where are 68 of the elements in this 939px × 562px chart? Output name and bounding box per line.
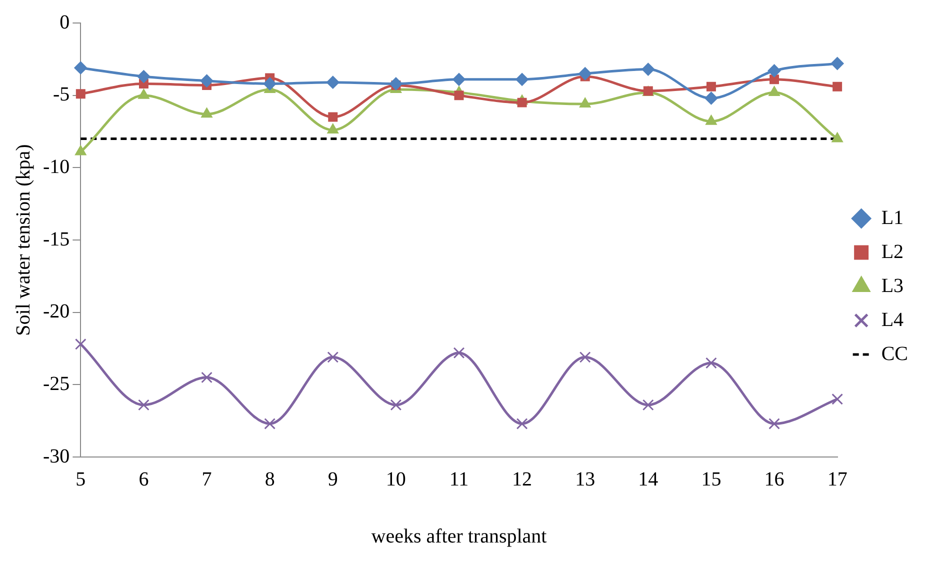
- point: [516, 72, 529, 86]
- x-tick-label: 14: [638, 468, 658, 490]
- point: [706, 114, 717, 125]
- legend-label: L3: [881, 274, 904, 297]
- x-axis-title: weeks after transplant: [371, 525, 548, 548]
- point: [328, 112, 338, 122]
- point: [327, 124, 339, 134]
- point: [264, 418, 276, 430]
- x-tick-label: 13: [575, 468, 596, 490]
- point: [76, 89, 86, 99]
- point: [389, 77, 402, 90]
- x-tick-label: 17: [827, 468, 848, 490]
- legend-label: L1: [881, 206, 904, 229]
- x-tick-label: 7: [202, 468, 212, 490]
- point: [704, 92, 718, 105]
- point: [768, 64, 781, 78]
- legend-label: CC: [881, 342, 908, 365]
- point: [74, 145, 86, 156]
- x-tick-label: 11: [449, 468, 469, 490]
- point: [138, 399, 150, 411]
- y-axis-title: Soil water tension (kpa): [12, 144, 34, 336]
- x-tick-label: 15: [701, 468, 722, 490]
- point: [390, 399, 402, 411]
- point: [832, 393, 844, 405]
- y-tick-label: -10: [42, 156, 70, 178]
- point: [201, 108, 212, 118]
- point: [201, 372, 212, 384]
- point: [263, 77, 276, 90]
- x-tick-label: 10: [386, 468, 406, 490]
- point: [517, 98, 527, 108]
- point: [832, 82, 842, 92]
- y-tick-label: -15: [42, 228, 70, 250]
- point: [327, 351, 339, 363]
- point: [200, 74, 214, 88]
- y-tick-label: -20: [42, 300, 70, 323]
- y-tick-label: 0: [60, 11, 70, 34]
- x-tick-label: 8: [264, 468, 275, 490]
- y-tick-label: -30: [42, 445, 70, 468]
- point: [768, 86, 780, 96]
- point: [770, 74, 780, 84]
- legend-label: L2: [881, 240, 904, 263]
- x-tick-label: 6: [138, 468, 149, 490]
- point: [453, 347, 465, 359]
- point: [768, 418, 780, 430]
- point: [832, 132, 844, 142]
- x-tick-label: 16: [764, 468, 784, 490]
- point: [74, 61, 88, 74]
- y-tick-label: -5: [52, 84, 70, 106]
- point: [74, 338, 86, 350]
- point: [452, 72, 466, 86]
- point: [326, 76, 340, 89]
- y-tick-label: -25: [42, 372, 70, 395]
- point: [642, 62, 655, 76]
- legend-label: L4: [881, 308, 904, 331]
- point: [137, 70, 150, 84]
- x-tick-label: 12: [512, 468, 532, 490]
- x-tick-label: 5: [76, 468, 86, 490]
- point: [642, 399, 654, 411]
- point: [138, 88, 150, 99]
- x-tick-label: 9: [328, 468, 338, 490]
- point: [516, 418, 528, 430]
- point: [706, 357, 717, 369]
- point: [579, 98, 591, 108]
- point: [578, 67, 592, 80]
- point: [830, 57, 844, 70]
- point: [706, 82, 716, 92]
- point: [454, 90, 464, 100]
- point: [579, 351, 591, 363]
